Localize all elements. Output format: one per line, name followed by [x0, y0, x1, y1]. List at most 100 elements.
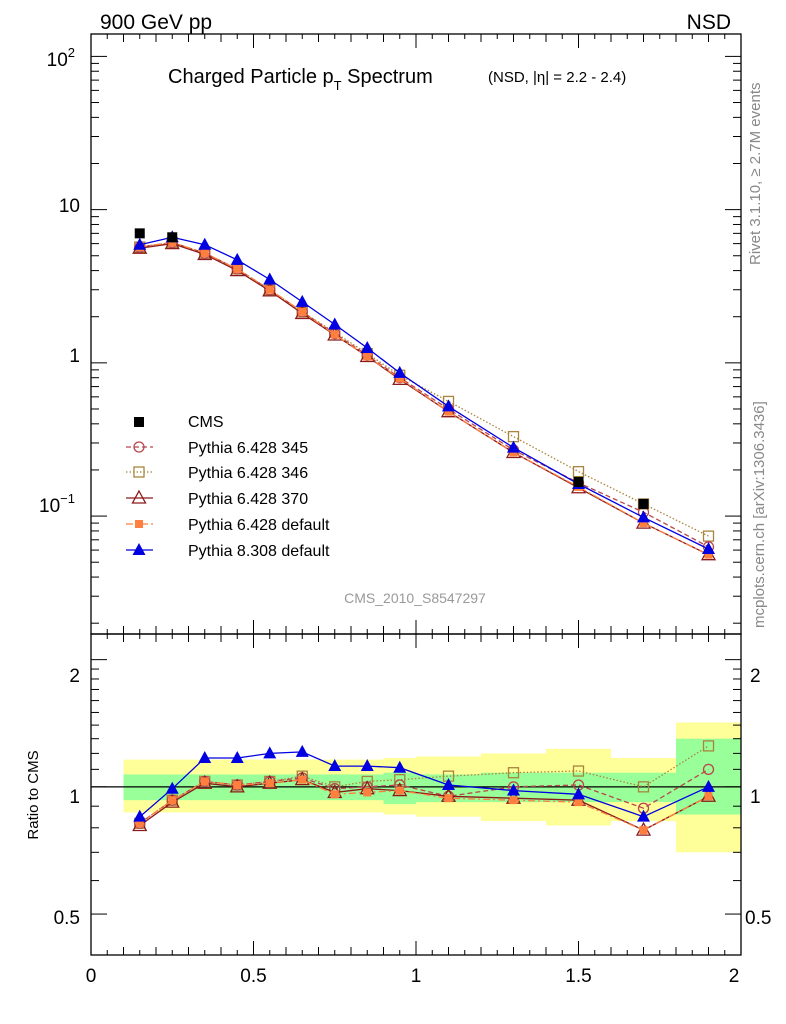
header-collision-label: 900 GeV pp	[100, 11, 212, 34]
mcplots-label: mcplots.cern.ch [arXiv:1306.3436]	[751, 401, 768, 628]
analysis-id-label: CMS_2010_S8547297	[344, 590, 486, 606]
main-point-p8	[507, 440, 520, 453]
main-point-cms	[134, 228, 145, 239]
ratio-point-pdef	[395, 786, 404, 795]
ratio-y-tick-label-1: 1	[69, 787, 80, 808]
ratio-line-p8	[139, 751, 709, 818]
y-tick-label-0.1: 10−1	[39, 491, 75, 517]
ratio-point-p8	[637, 809, 650, 822]
legend-marker-pdef	[135, 520, 143, 528]
main-line-p370	[139, 242, 709, 556]
main-point-p8	[360, 341, 374, 354]
main-point-pdef	[704, 550, 713, 559]
main-series-cms	[134, 228, 649, 509]
x-tick-label-2: 2	[729, 966, 740, 987]
legend-entry-cms: CMS	[134, 414, 224, 431]
x-tick-label-1: 1	[411, 966, 422, 987]
x-tick-label-0: 0	[86, 966, 97, 987]
y-tick-label-10: 10	[59, 196, 80, 217]
ratio-point-pdef	[265, 779, 274, 788]
legend-label-p8: Pythia 8.308 default	[188, 543, 330, 560]
ratio-point-pdef	[509, 796, 518, 805]
main-series-p370	[132, 235, 717, 561]
ratio-point-p8	[442, 778, 455, 791]
main-point-pdef	[200, 249, 209, 258]
ratio-point-p8	[230, 751, 244, 764]
main-line-p345	[139, 241, 709, 548]
main-point-p8	[702, 541, 715, 554]
ratio-point-pdef	[444, 794, 453, 803]
ratio-point-pdef	[639, 826, 648, 835]
legend-label-pdef: Pythia 6.428 default	[188, 517, 330, 534]
ratio-point-p345	[702, 763, 715, 776]
ratio-y-tick-label-right-1: 1	[750, 787, 761, 808]
ratio-point-pdef	[574, 798, 583, 807]
main-point-pdef	[168, 238, 177, 247]
ratio-y-tick-label-right-2: 2	[750, 666, 761, 687]
ratio-point-p8	[133, 809, 147, 822]
main-point-pdef	[330, 330, 339, 339]
rivet-version-label: Rivet 3.1.10, ≥ 2.7M events	[747, 83, 764, 266]
ratio-point-p346	[637, 781, 650, 793]
main-point-pdef	[639, 519, 648, 528]
header-process-label: NSD	[687, 11, 731, 34]
ratio-point-p8	[295, 744, 309, 757]
ratio-band-green	[676, 738, 741, 815]
ratio-point-p346	[572, 765, 585, 777]
main-point-pdef	[265, 285, 274, 294]
main-point-p8	[295, 294, 309, 307]
ratio-point-p346	[507, 767, 520, 779]
ratio-point-p346	[702, 740, 715, 752]
legend-entry-p345: Pythia 6.428 345	[126, 440, 308, 457]
main-point-p8	[230, 252, 244, 265]
main-point-pdef	[444, 407, 453, 416]
ratio-point-pdef	[233, 781, 242, 790]
x-tick-label-0.5: 0.5	[240, 966, 266, 987]
main-point-cms	[638, 498, 649, 509]
main-line-p346	[139, 241, 709, 537]
main-point-pdef	[298, 307, 307, 316]
legend-marker-p370	[131, 489, 147, 504]
ratio-y-tick-label-0.5: 0.5	[54, 908, 80, 929]
main-point-pdef	[233, 264, 242, 273]
ratio-point-pdef	[704, 792, 713, 801]
main-point-p8	[263, 272, 277, 285]
main-line-pdef	[139, 241, 709, 556]
ratio-point-p8	[360, 759, 374, 772]
ratio-point-pdef	[168, 796, 177, 805]
ratio-point-pdef	[298, 775, 307, 784]
main-series-pdef	[135, 238, 713, 559]
ratio-y-tick-label-right-0.5: 0.5	[745, 908, 771, 929]
main-point-p346	[507, 430, 520, 443]
legend: CMS Pythia 6.428 345 Pythia 6.428 346 Py…	[126, 414, 330, 560]
ratio-y-tick-label-2: 2	[69, 666, 80, 687]
chart-title: Charged Particle pT Spectrum	[168, 66, 433, 93]
ratio-point-p8	[393, 760, 407, 773]
main-point-pdef	[363, 352, 372, 361]
ratio-point-p8	[328, 759, 342, 772]
main-point-p8	[442, 399, 455, 412]
ratio-point-pdef	[330, 790, 339, 799]
ratio-point-pdef	[363, 788, 372, 797]
main-point-p8	[393, 365, 407, 378]
x-tick-label-1.5: 1.5	[565, 966, 591, 987]
main-point-pdef	[395, 374, 404, 383]
main-panel: 10−1 1 10 102 Charged Particle pT Spectr…	[39, 33, 742, 635]
legend-label-cms: CMS	[188, 414, 224, 431]
legend-marker-p346	[133, 466, 145, 478]
legend-marker-p345	[133, 441, 145, 453]
ratio-series-p8	[133, 744, 715, 822]
legend-entry-p346: Pythia 6.428 346	[126, 465, 308, 482]
ratio-point-pdef	[135, 819, 144, 828]
legend-label-p370: Pythia 6.428 370	[188, 491, 308, 508]
main-point-cms	[573, 476, 584, 487]
legend-marker-cms	[134, 417, 144, 427]
ratio-point-pdef	[200, 777, 209, 786]
ratio-point-p8	[507, 783, 520, 796]
legend-entry-p370: Pythia 6.428 370	[126, 489, 308, 508]
main-point-p346	[702, 530, 715, 542]
ratio-series-pdef	[135, 775, 713, 835]
main-point-p346	[572, 465, 585, 478]
y-tick-label-1: 1	[69, 346, 80, 367]
